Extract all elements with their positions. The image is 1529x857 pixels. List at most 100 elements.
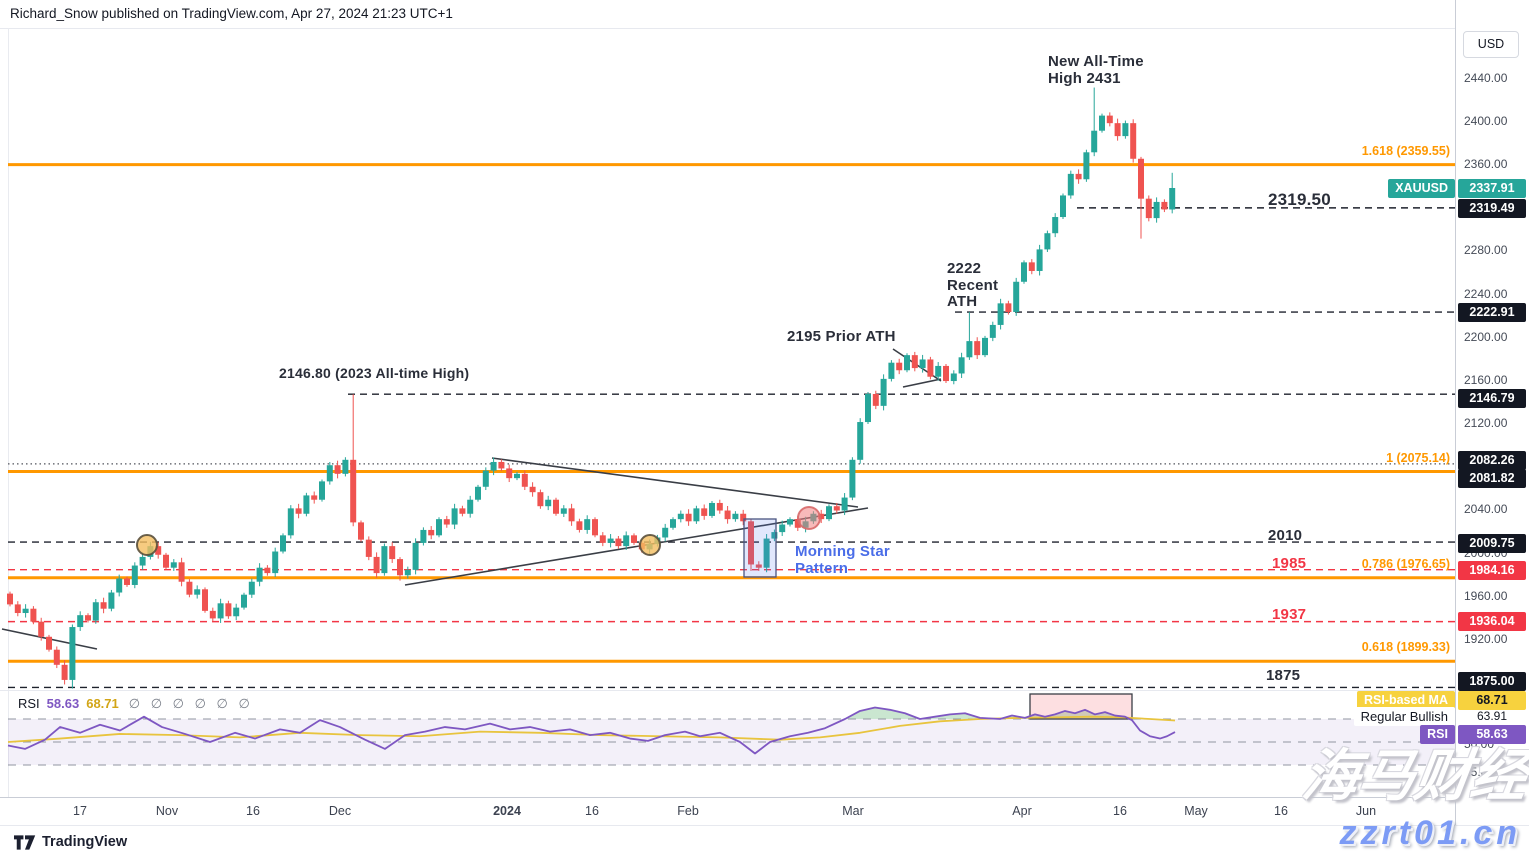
candle-body: [849, 459, 856, 498]
price-axis-tag[interactable]: 58.63: [1458, 724, 1526, 744]
time-axis-label[interactable]: Apr: [1012, 804, 1032, 818]
candle-body: [311, 495, 318, 500]
symbol-tag[interactable]: XAUUSD: [1388, 178, 1455, 198]
rsi-tick: 25.00: [1464, 765, 1495, 779]
time-axis-label[interactable]: Mar: [842, 804, 864, 818]
candle-body: [436, 519, 442, 536]
rsi-legend-empty-slots: ∅ ∅ ∅ ∅ ∅ ∅: [128, 696, 250, 711]
candle-body: [919, 359, 926, 369]
candle-body: [428, 529, 435, 536]
candle-body: [482, 470, 489, 487]
currency-toggle-button[interactable]: USD: [1463, 31, 1519, 58]
candle-body: [958, 357, 965, 374]
price-chart-canvas[interactable]: [0, 0, 1455, 825]
price-axis-tag[interactable]: 2009.75: [1458, 533, 1526, 553]
candle-body: [1028, 262, 1035, 271]
price-axis-tag[interactable]: 1875.00: [1458, 671, 1526, 691]
candle-body: [264, 567, 271, 574]
price-tick: 1920.00: [1464, 631, 1508, 646]
candle-body: [670, 519, 676, 528]
candle-body: [397, 559, 403, 576]
candle-body: [740, 513, 747, 522]
candle-body: [30, 608, 37, 622]
time-axis[interactable]: 17 Nov 16 Dec 2024 16 Feb Mar Apr 16 May 16 Jun: [0, 797, 1455, 826]
attribution-text: Richard_Snow published on TradingView.co…: [10, 6, 453, 21]
candle-body: [256, 567, 263, 582]
price-axis-tag[interactable]: 2081.82: [1458, 469, 1526, 488]
candle-body: [1099, 115, 1105, 131]
time-axis-label[interactable]: Dec: [328, 804, 352, 818]
price-axis-tag[interactable]: 1936.04: [1458, 612, 1526, 631]
time-axis-label[interactable]: 16: [246, 804, 260, 818]
candle-body: [365, 539, 372, 557]
rsi-legend-title: RSI: [18, 696, 40, 711]
morning-star-box: [743, 518, 777, 578]
candle-body: [943, 365, 949, 382]
price-tick: 2160.00: [1464, 372, 1508, 387]
candle-body: [537, 492, 544, 507]
candle-body: [911, 355, 918, 369]
rsi-ma-tag[interactable]: RSI-based MA: [1356, 690, 1455, 710]
price-tick: 2120.00: [1464, 416, 1508, 431]
candle-body: [1060, 195, 1066, 218]
time-axis-label[interactable]: Nov: [155, 804, 179, 818]
candle-body: [724, 510, 731, 520]
candle-body: [163, 554, 169, 568]
divergence-label: Regular Bullish: [1353, 706, 1455, 726]
candle-body: [904, 355, 910, 371]
candle-body: [779, 524, 786, 533]
time-axis-label[interactable]: 16: [1113, 804, 1127, 818]
price-tick: 1960.00: [1464, 588, 1508, 603]
candle-body: [53, 649, 60, 665]
rsi-tag[interactable]: RSI: [1420, 724, 1455, 744]
candle-body: [459, 508, 466, 514]
candle-body: [888, 362, 895, 379]
price-axis-tag[interactable]: 63.91: [1476, 708, 1508, 723]
candle-body: [950, 373, 957, 382]
candle-body: [287, 508, 294, 536]
rsi-legend[interactable]: RSI 58.63 68.71 ∅ ∅ ∅ ∅ ∅ ∅: [18, 696, 250, 712]
candle-body: [841, 497, 848, 511]
candle-body: [1138, 158, 1144, 199]
candle-body: [303, 495, 310, 514]
time-axis-label[interactable]: Jun: [1355, 804, 1377, 818]
candle-body: [576, 521, 583, 530]
candle-body: [685, 513, 692, 522]
rsi-legend-value: 58.63: [46, 696, 80, 711]
candle-body: [514, 473, 520, 479]
candle-body: [108, 592, 115, 609]
price-axis-tag[interactable]: 2337.91: [1458, 178, 1526, 198]
price-axis-tag[interactable]: 2082.26: [1458, 450, 1526, 470]
rsi-ma-line: [7, 715, 1176, 743]
candle-body: [420, 529, 427, 543]
candle-body: [475, 486, 481, 500]
candle-body: [763, 538, 770, 568]
candle-body: [1161, 201, 1168, 210]
candle-body: [38, 621, 45, 637]
price-axis-tag[interactable]: 2222.91: [1458, 302, 1526, 322]
candle-body: [521, 473, 528, 487]
price-axis-tag[interactable]: 68.71: [1458, 690, 1526, 710]
time-axis-label[interactable]: May: [1184, 804, 1208, 818]
candle-body: [982, 337, 988, 356]
candle-body: [865, 393, 871, 423]
chart-frame-top: [0, 28, 1529, 29]
candle-body: [233, 607, 240, 617]
chart-frame-left: [8, 28, 9, 797]
price-axis-tag[interactable]: 1984.16: [1458, 560, 1526, 580]
candle-body: [1153, 201, 1160, 219]
price-axis-tag[interactable]: 2146.79: [1458, 388, 1526, 408]
tradingview-logo[interactable]: TradingView: [14, 834, 127, 850]
candle-body: [927, 359, 934, 377]
time-axis-label[interactable]: 2024: [493, 804, 521, 818]
candle-body: [506, 468, 513, 479]
time-axis-label[interactable]: Feb: [677, 804, 699, 818]
time-axis-label[interactable]: 16: [585, 804, 599, 818]
time-axis-label[interactable]: 17: [73, 804, 87, 818]
time-axis-label[interactable]: 16: [1274, 804, 1288, 818]
candle-body: [592, 519, 598, 536]
candle-body: [194, 589, 201, 595]
candle-body: [272, 551, 279, 574]
price-axis-tag[interactable]: 2319.49: [1458, 198, 1526, 218]
price-axis[interactable]: USD 2440.00 2400.00 2360.00 2280.00 2240.00 2…: [1455, 0, 1529, 825]
